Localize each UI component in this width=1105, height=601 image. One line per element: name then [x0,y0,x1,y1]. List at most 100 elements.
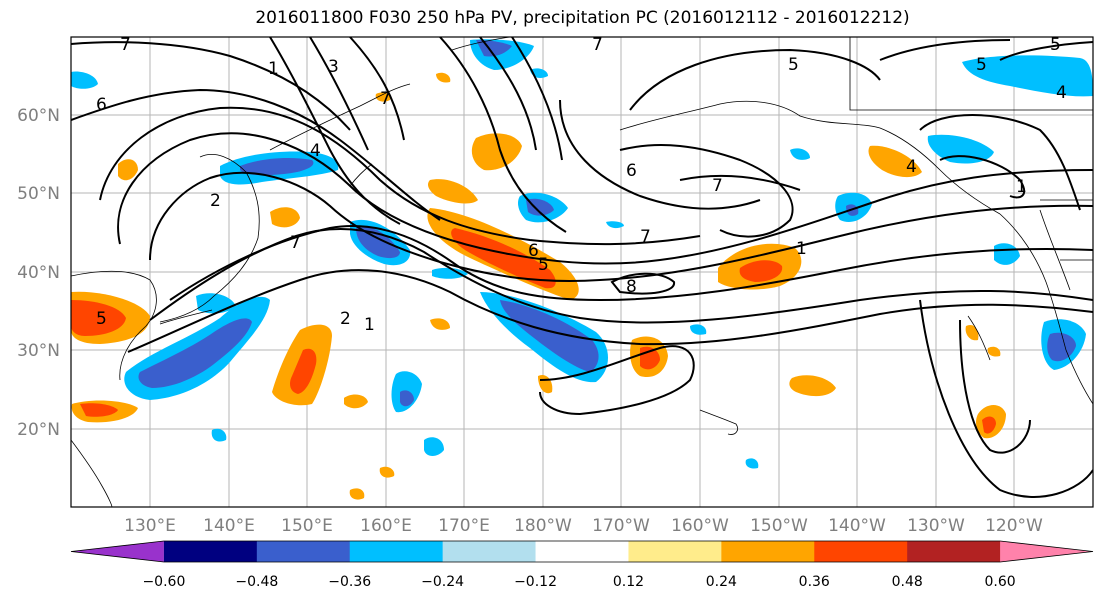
pv-contour [559,99,761,210]
shade-positive [270,207,300,228]
lon-label: 140°W [828,516,886,536]
coastlines [71,37,1093,507]
lon-label: 150°E [281,516,333,536]
shade-positive [430,318,450,330]
shade-negative [211,428,227,442]
shade-negative [690,324,707,335]
shade-negative [1047,332,1076,362]
pv-contour [879,39,1011,61]
shade-positive [739,260,783,282]
shade-negative [500,300,599,372]
pv-contour [539,345,695,416]
shade-positive [428,179,478,204]
pv-contour [999,41,1093,61]
lon-label: 160°W [671,516,729,536]
lon-label: 150°W [750,516,808,536]
colorbar-tick-label: −0.12 [514,574,557,590]
pv-contour [71,41,351,131]
lat-label: 60°N [17,106,60,126]
lat-label: 20°N [17,420,60,440]
pv-contour [919,114,1081,211]
pv-contour [619,144,794,238]
pv-contour [99,106,701,246]
lon-label: 130°W [907,516,965,536]
pv-contour [149,171,1093,283]
shade-positive [71,300,126,336]
shade-positive [789,375,836,397]
longitude-labels: 130°E 140°E 150°E 160°E 170°E 180°W 170°… [124,516,1043,536]
contour-label: 6 [528,241,539,261]
map-frame [70,36,1094,508]
pv-contour [939,155,1026,199]
shade-positive [344,394,368,409]
contour-label: 5 [538,255,549,275]
latitude-labels: 60°N 50°N 40°N 30°N 20°N [17,106,60,440]
lat-label: 50°N [17,184,60,204]
contour-label: 6 [96,95,107,115]
figure-title: 2016011800 F030 250 hPa PV, precipitatio… [255,8,910,28]
shade-positive [375,92,391,102]
lon-label: 180°W [514,516,572,536]
pv-contour [309,37,369,151]
contour-label: 1 [364,315,375,335]
colorbar-segment [349,541,444,562]
lat-label: 30°N [17,341,60,361]
contour-label: 7 [640,227,651,247]
lon-label: 170°W [592,516,650,536]
contour-label: 8 [626,277,637,297]
colorbar-segment [163,541,258,562]
shade-positive [471,133,522,171]
shade-negative [424,437,444,456]
colorbar-tick-label: 0.24 [706,574,737,590]
contour-label: 4 [1056,83,1067,103]
shade-negative [138,318,252,388]
shade-positive [451,228,556,289]
contour-label: 6 [626,161,637,181]
shade-positive [349,488,365,500]
colorbar-segment [442,541,537,562]
lon-label: 120°W [985,516,1043,536]
shade-negative [71,71,98,89]
pv-contour [169,225,1093,302]
colorbar: −0.60 −0.48 −0.36 −0.24 −0.12 0.12 0.24 0.36 0.4… [70,540,1094,590]
contour-label: 5 [788,55,799,75]
colorbar-extend-min [71,541,164,562]
shade-negative [962,55,1093,97]
lon-label: 160°E [360,516,412,536]
lon-label: 140°E [203,516,255,536]
contour-label: 1 [268,59,279,79]
shade-positive [987,346,1001,357]
pv-contour [117,132,1093,265]
contour-label: 7 [712,176,723,196]
contour-label: 5 [1050,35,1061,55]
colorbar-outline [70,540,1094,563]
contour-label: 3 [328,57,339,77]
shade-positive [982,416,996,434]
colorbar-tick-label: 0.12 [613,574,644,590]
pv-contour [269,37,401,225]
pv-contours [71,37,1093,498]
pv-contour [610,272,675,295]
pv-contour [127,269,1093,353]
contour-label: 1 [1016,177,1027,197]
shade-positive [80,403,118,417]
shade-negative [745,458,759,469]
pv-contour [71,88,441,221]
colorbar-tick-label: 0.48 [892,574,923,590]
pv-contour [959,319,1031,454]
colorbar-tick-label: 0.60 [985,574,1016,590]
shade-negative [400,390,414,407]
colorbar-segment [535,541,629,562]
contour-label: 7 [290,233,301,253]
shade-positive [436,72,451,83]
pv-contour [479,37,537,151]
lon-label: 130°E [124,516,176,536]
contour-label: 5 [96,309,107,329]
pv-contour [439,37,567,233]
shade-negative [526,198,554,216]
colorbar-tick-label: −0.60 [142,574,185,590]
colorbar-segment [628,541,722,562]
contour-label: 1 [796,239,807,259]
colorbar-tick-label: 0.36 [799,574,830,590]
lon-label: 170°E [438,516,490,536]
